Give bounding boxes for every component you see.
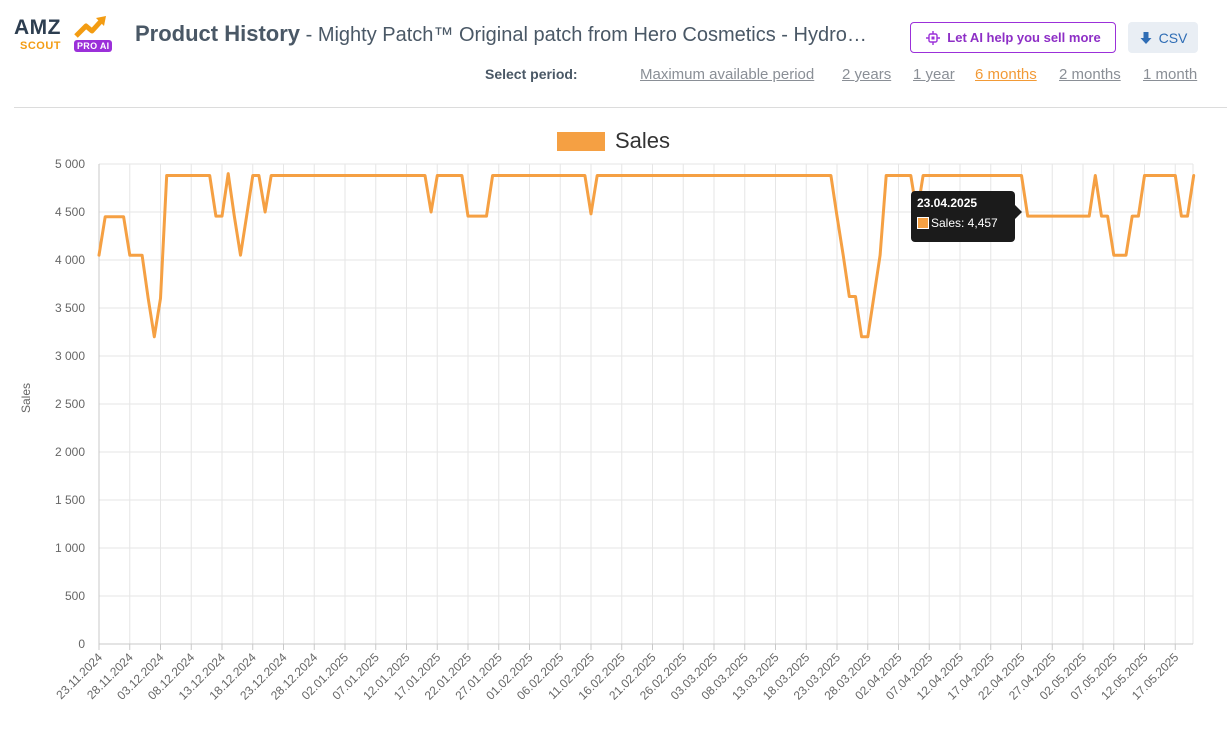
y-tick-label: 500 <box>65 589 85 603</box>
period-option-6-months[interactable]: 6 months <box>975 66 1037 83</box>
y-tick-label: 2 000 <box>55 445 85 459</box>
header: AMZ SCOUT PRO AI Product History - Might… <box>0 0 1227 108</box>
logo-scout-text: SCOUT <box>20 40 61 52</box>
y-tick-label: 4 000 <box>55 253 85 267</box>
product-name: Mighty Patch™ Original patch from Hero C… <box>317 24 867 46</box>
y-tick-label: 1 500 <box>55 493 85 507</box>
y-tick-label: 2 500 <box>55 397 85 411</box>
period-option-2-months[interactable]: 2 months <box>1059 66 1121 83</box>
y-tick-label: 4 500 <box>55 205 85 219</box>
page-title: Product History - Mighty Patch™ Original… <box>135 21 885 47</box>
tooltip-date: 23.04.2025 <box>917 196 978 210</box>
ai-help-button-label: Let AI help you sell more <box>947 30 1101 45</box>
sales-history-chart: Sales 0 500 1 000 1 500 2 000 2 500 3 000 3 500… <box>19 128 1196 703</box>
legend-swatch-sales <box>557 132 605 151</box>
download-arrow-icon <box>1140 31 1152 44</box>
y-tick-label: 3 000 <box>55 349 85 363</box>
ai-sparkle-icon <box>926 30 941 45</box>
chart-x-axis: 23.11.202428.11.202403.12.202408.12.2024… <box>53 643 1193 703</box>
plot-area[interactable] <box>97 172 1196 339</box>
period-option-1-month[interactable]: 1 month <box>1143 66 1198 83</box>
period-option-1-year[interactable]: 1 year <box>913 66 955 83</box>
period-option-2-years[interactable]: 2 years <box>842 66 892 83</box>
logo-amz-text: AMZ <box>14 16 61 39</box>
page-title-main: Product History <box>135 21 301 46</box>
csv-button-label: CSV <box>1158 29 1188 46</box>
csv-download-button[interactable]: CSV <box>1128 22 1198 53</box>
title-separator: - <box>300 24 318 46</box>
series-line-sales[interactable] <box>97 172 1196 339</box>
period-select-label: Select period: <box>485 66 578 82</box>
logo-arrow-icon <box>74 16 106 38</box>
tooltip-row: Sales: 4,457 <box>917 216 1009 230</box>
period-option-max[interactable]: Maximum available period <box>640 66 815 83</box>
chart-legend[interactable]: Sales <box>557 128 670 153</box>
amzscout-logo[interactable]: AMZ SCOUT PRO AI <box>14 14 114 58</box>
legend-label-sales: Sales <box>615 128 670 153</box>
chart-tooltip: 23.04.2025 Sales: 4,457 <box>911 191 1022 242</box>
y-axis-title: Sales <box>19 383 33 413</box>
chart-gridlines <box>98 163 1194 645</box>
ai-help-button[interactable]: Let AI help you sell more <box>910 22 1116 53</box>
y-tick-label: 0 <box>78 637 85 651</box>
logo-pro-badge: PRO AI <box>74 40 113 52</box>
chart-y-axis: 0 500 1 000 1 500 2 000 2 500 3 000 3 500 4 000 4… <box>55 157 100 651</box>
y-tick-label: 1 000 <box>55 541 85 555</box>
tooltip-value: Sales: 4,457 <box>931 216 998 230</box>
tooltip-swatch <box>917 217 929 229</box>
header-divider <box>14 107 1227 108</box>
y-tick-label: 5 000 <box>55 157 85 171</box>
y-tick-label: 3 500 <box>55 301 85 315</box>
